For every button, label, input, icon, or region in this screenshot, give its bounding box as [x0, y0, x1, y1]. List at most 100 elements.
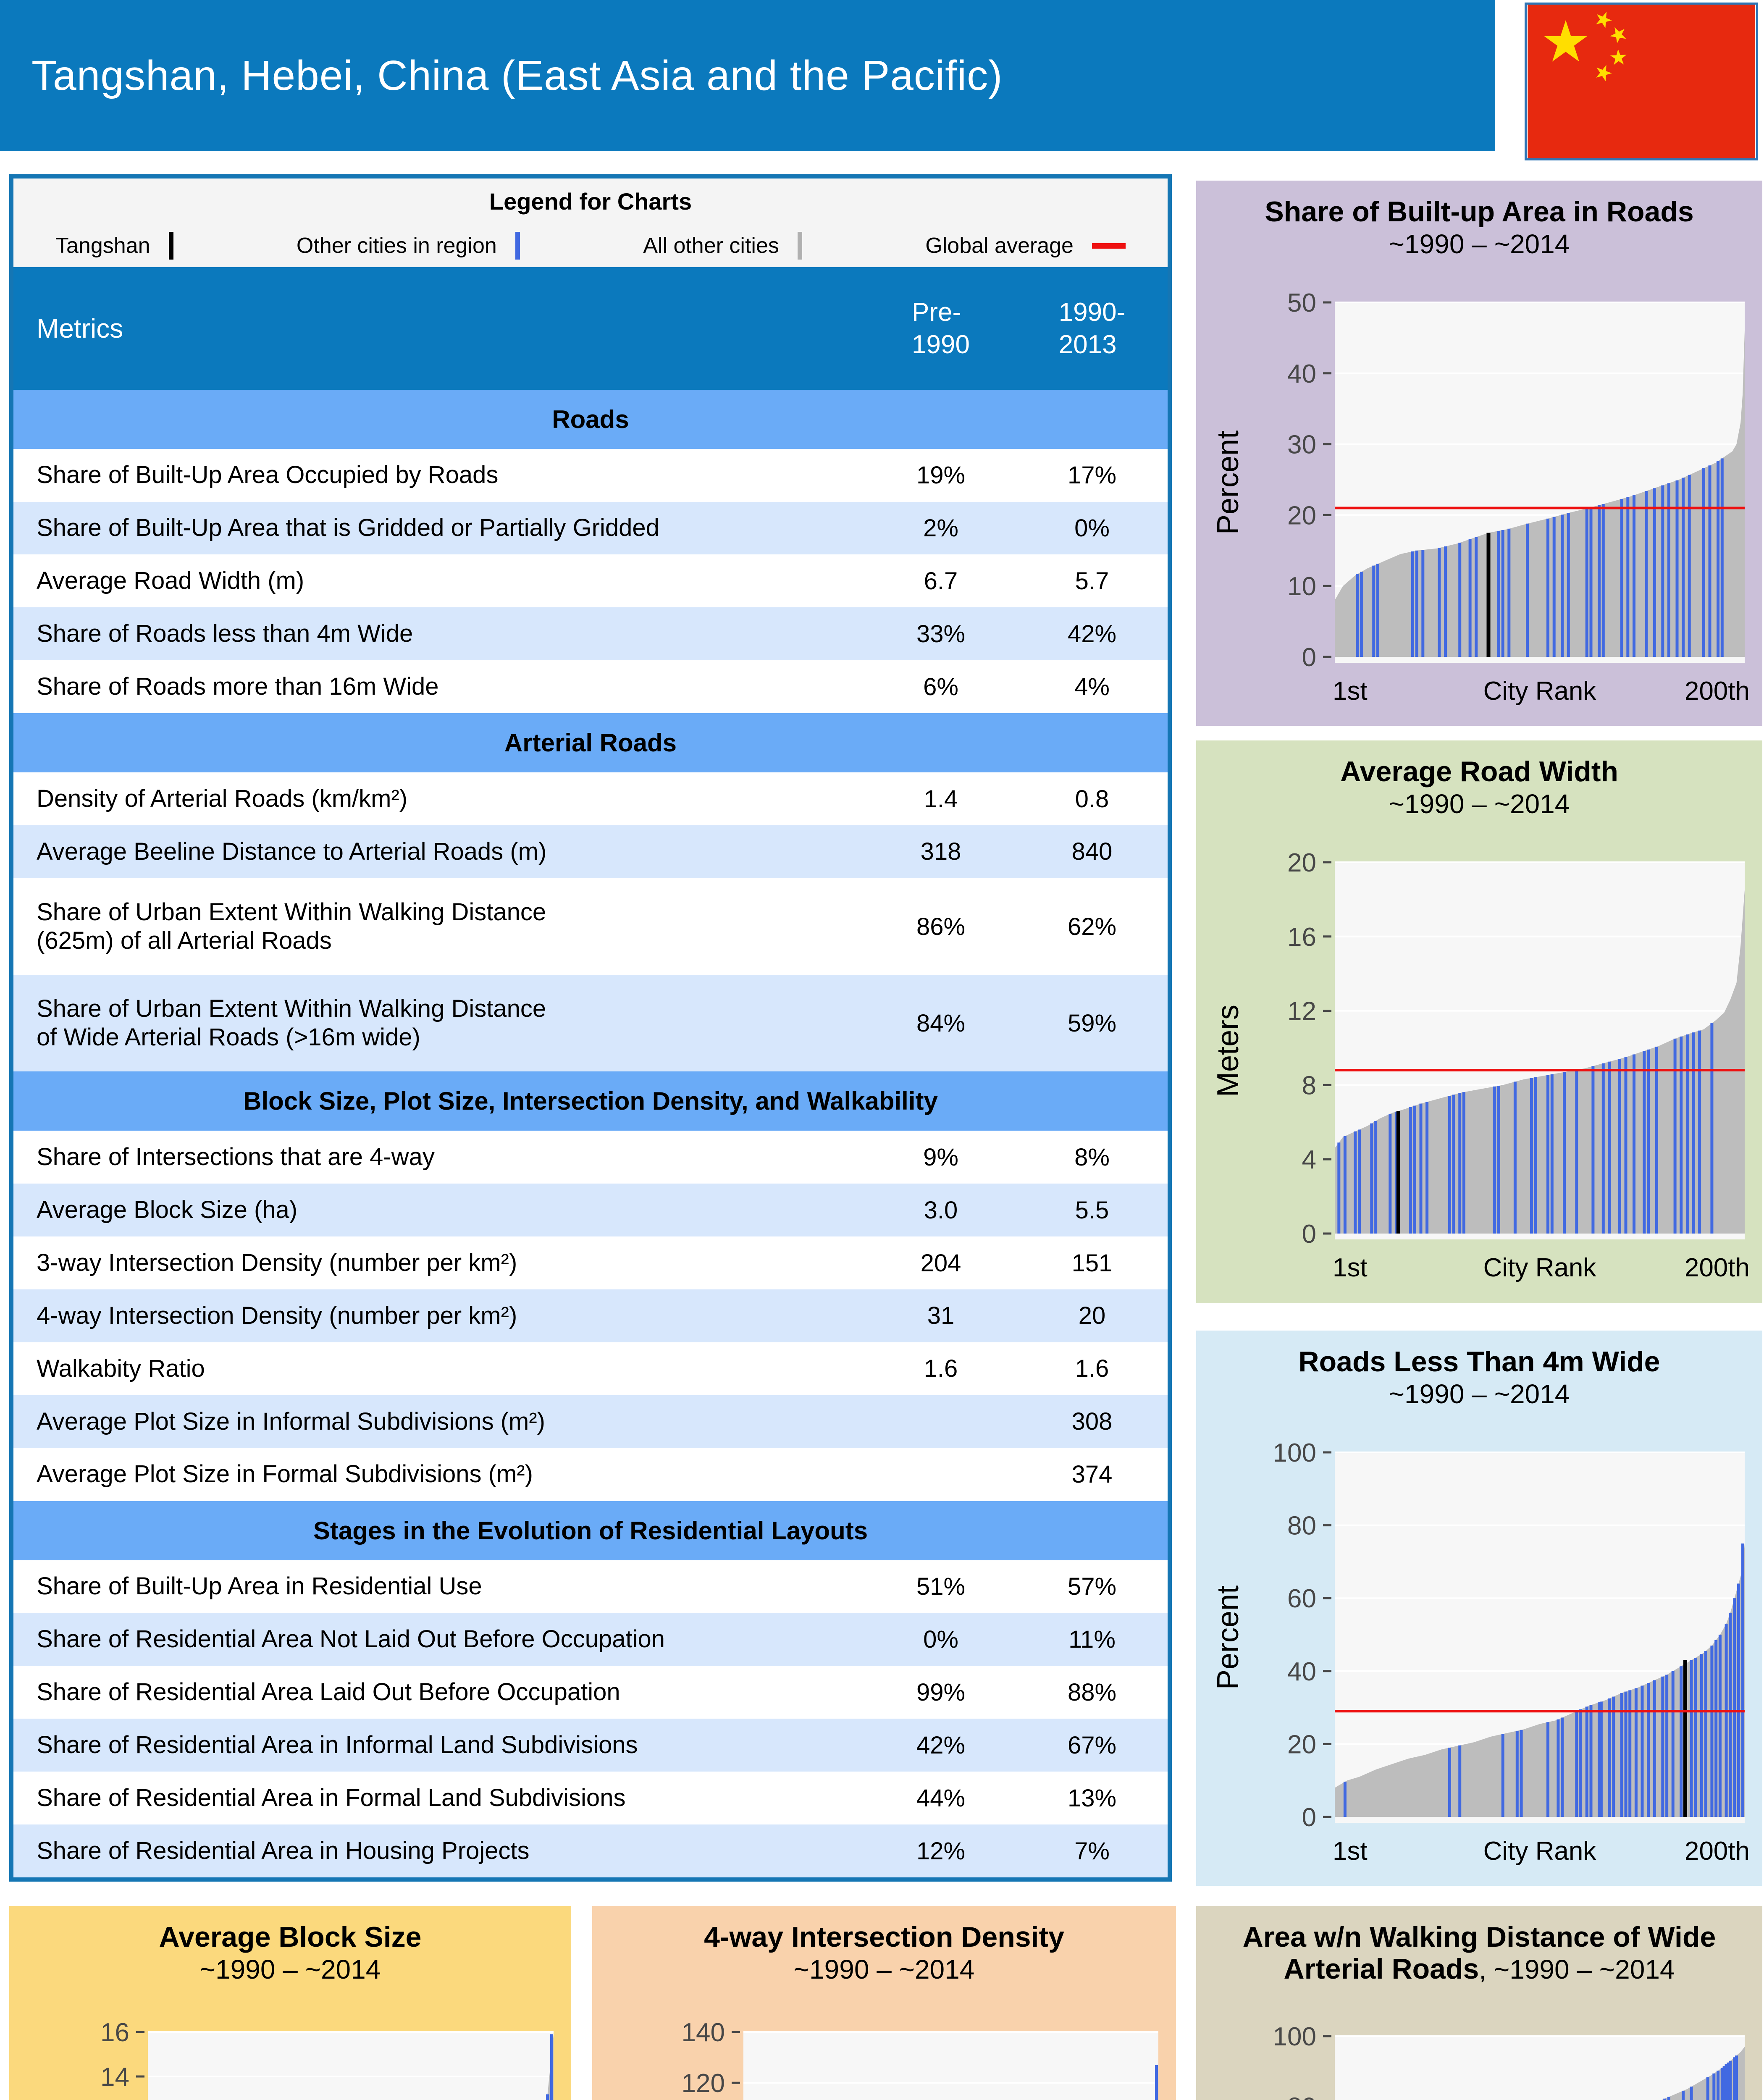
y-tick-label: 80: [1287, 2093, 1316, 2100]
metric-value-1990-2013: 7%: [1074, 1837, 1110, 1865]
region-city-bar: [1720, 2068, 1724, 2100]
region-city-bar: [1671, 1671, 1675, 1817]
region-city-bar: [1714, 1640, 1718, 1817]
region-city-bar: [1475, 537, 1478, 657]
metrics-table: Legend for Charts Tangshan Other cities i…: [9, 174, 1172, 1882]
metric-value-pre1990: 12%: [916, 1837, 966, 1865]
region-city-bar: [1680, 1666, 1683, 1817]
metric-value-pre1990: 31: [927, 1302, 955, 1330]
region-city-bar: [1452, 1095, 1455, 1234]
metric-label: Average Plot Size in Formal Subdivisions…: [37, 1460, 533, 1488]
metric-value-pre1990: 44%: [916, 1784, 966, 1812]
plot-area: [743, 2032, 1158, 2100]
legend-item-all-other-cities: All other cities: [643, 232, 802, 260]
metric-value-1990-2013: 20: [1078, 1302, 1106, 1330]
metric-label: Share of Built-Up Area Occupied by Roads: [37, 461, 499, 489]
y-tick-label: 20: [1287, 848, 1316, 877]
red-line-icon: [1092, 243, 1126, 249]
region-city-bar: [1448, 1748, 1451, 1817]
region-city-bar: [1589, 1705, 1593, 1817]
y-tick-label: 60: [1287, 1584, 1316, 1613]
region-city-bar: [1546, 518, 1549, 657]
x-axis-label-left: 1st: [1333, 1253, 1368, 1282]
region-city-bar: [1675, 480, 1679, 657]
region-city-bar: [1394, 1111, 1398, 1234]
metric-label: Share of Urban Extent Within Walking Dis…: [37, 995, 546, 1051]
metric-label: Share of Roads less than 4m Wide: [37, 620, 413, 648]
region-city-bar: [1741, 1544, 1744, 1817]
region-city-bar: [1702, 468, 1705, 657]
region-city-bar: [1735, 2055, 1738, 2100]
metric-label: Share of Built-Up Area in Residential Us…: [37, 1572, 482, 1600]
metric-value-1990-2013: 42%: [1067, 620, 1117, 648]
region-city-bar: [1704, 1651, 1707, 1817]
y-axis-label: Percent: [1211, 1586, 1245, 1690]
region-city-bar: [1530, 1078, 1533, 1234]
legend-items: Tangshan Other cities in region All other …: [13, 232, 1168, 260]
region-city-bar: [1722, 2066, 1726, 2100]
table-row: 3-way Intersection Density (number per k…: [13, 1236, 1168, 1289]
table-row: Density of Arterial Roads (km/km²) 1.4 0.8: [13, 772, 1168, 825]
table-row: Average Beeline Distance to Arterial Roa…: [13, 825, 1168, 878]
metric-label: Average Plot Size in Informal Subdivisio…: [37, 1407, 545, 1435]
table-row: 4-way Intersection Density (number per k…: [13, 1289, 1168, 1342]
col-header-pre1990: Pre- 1990: [865, 296, 1016, 361]
region-city-bar: [1599, 1701, 1603, 1817]
table-row: Share of Residential Area in Informal La…: [13, 1719, 1168, 1772]
region-city-bar: [1612, 1696, 1615, 1817]
metric-value-pre1990: 6.7: [924, 567, 958, 595]
region-city-bar: [1663, 2098, 1667, 2100]
chart-plot-svg: 0 20 40 60 80 100 Percent 1st City Rank 200th: [1211, 1438, 1750, 1866]
metric-value-pre1990: 86%: [916, 913, 966, 940]
plot-area: [1335, 2036, 1745, 2100]
china-flag-svg: [1528, 5, 1755, 158]
metric-label: Share of Residential Area in Informal La…: [37, 1731, 638, 1759]
chart-legend: Legend for Charts Tangshan Other cities i…: [13, 178, 1168, 268]
legend-title: Legend for Charts: [489, 188, 692, 215]
region-city-bar: [1682, 478, 1685, 657]
region-city-bar: [1608, 1061, 1611, 1234]
table-row: Share of Residential Area in Formal Land…: [13, 1772, 1168, 1825]
metric-label: Share of Residential Area in Formal Land…: [37, 1784, 626, 1811]
metric-label: Share of Residential Area Not Laid Out B…: [37, 1625, 665, 1653]
region-city-bar: [1682, 2090, 1685, 2100]
region-city-bar: [1653, 488, 1656, 657]
chart-average-block-size: 0246810121416Hectares1stCity Rank200thAv…: [9, 1906, 571, 2100]
legend-item-label: All other cities: [643, 234, 779, 258]
metric-value-1990-2013: 62%: [1067, 913, 1117, 940]
region-city-bar: [1653, 1680, 1656, 1817]
y-tick-label: 14: [100, 2063, 129, 2092]
x-axis-label-right: 200th: [1685, 677, 1750, 706]
region-city-bar: [1360, 572, 1363, 657]
region-city-bar: [1725, 2064, 1728, 2100]
col-header-1990-2013-line1: 1990-: [1058, 297, 1126, 327]
all-cities-distribution-area: [1335, 890, 1745, 1234]
table-row: Share of Urban Extent Within Walking Dis…: [13, 975, 1168, 1072]
y-tick-label: 100: [1273, 2022, 1316, 2051]
metric-value-1990-2013: 17%: [1067, 462, 1117, 489]
region-city-bar: [1468, 539, 1472, 657]
region-city-bar: [1550, 1074, 1554, 1234]
table-row: Average Block Size (ha) 3.0 5.5: [13, 1184, 1168, 1237]
metric-label: Share of Residential Area Laid Out Befor…: [37, 1678, 620, 1706]
region-city-bar: [1591, 1066, 1595, 1234]
metric-value-pre1990: 99%: [916, 1678, 966, 1706]
region-city-bar: [1700, 1654, 1703, 1817]
chart-average-road-width: 0 4 8 12 16 20 Meters 1st City Rank 200th Average …: [1196, 740, 1762, 1303]
region-city-bar: [1710, 1646, 1714, 1817]
table-row: Share of Built-Up Area Occupied by Roads…: [13, 449, 1168, 502]
y-tick-label: 100: [1273, 1438, 1316, 1467]
x-axis-label-center: City Rank: [1483, 677, 1597, 706]
region-city-bar: [1425, 1102, 1429, 1234]
metric-label: Average Beeline Distance to Arterial Roa…: [37, 837, 547, 865]
region-city-bar: [1354, 1131, 1357, 1234]
region-city-bar: [1729, 2061, 1732, 2100]
y-tick-label: 20: [1287, 501, 1316, 530]
metric-label: Share of Roads more than 16m Wide: [37, 672, 439, 700]
metric-value-pre1990: 51%: [916, 1572, 966, 1600]
region-city-bar: [1733, 1598, 1736, 1817]
legend-item-label: Other cities in region: [296, 234, 497, 258]
region-city-bar: [1685, 1034, 1689, 1234]
